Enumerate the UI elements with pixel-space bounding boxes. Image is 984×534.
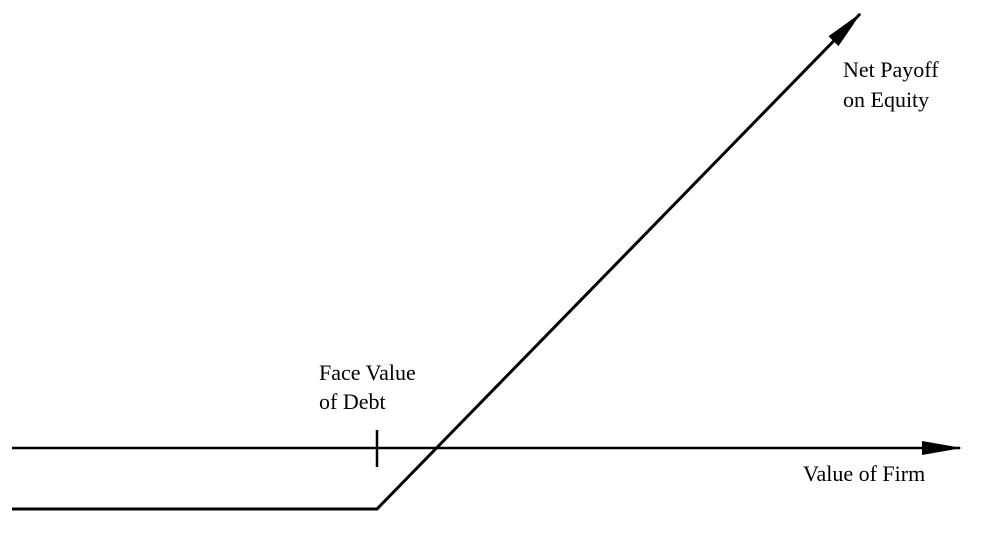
equity-payoff-line [12,12,862,511]
payoff-label-line2: on Equity [843,87,929,112]
payoff-label-line1: Net Payoff [843,57,939,82]
face-value-label-line1: Face Value [319,360,416,385]
face-value-label-line2: of Debt [319,389,386,414]
x-axis-label: Value of Firm [803,461,925,486]
